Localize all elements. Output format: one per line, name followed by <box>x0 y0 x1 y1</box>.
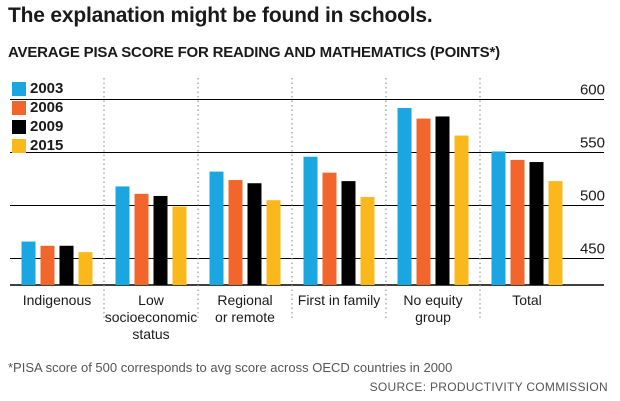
legend-item-2009: 2009 <box>12 117 63 136</box>
legend-label-2009: 2009 <box>30 118 64 135</box>
y-tick-550: 550 <box>580 135 605 152</box>
bar-2006-2 <box>228 180 243 285</box>
bar-2009-2 <box>247 183 262 285</box>
bar-layer <box>21 107 563 286</box>
legend-label-2015: 2015 <box>30 137 64 154</box>
legend-label-2006: 2006 <box>30 99 64 116</box>
bar-2003-3 <box>303 156 318 285</box>
bar-2006-4 <box>416 118 431 285</box>
bar-2006-1 <box>134 193 149 285</box>
legend-swatch-2006 <box>12 100 26 115</box>
bar-2003-0 <box>21 241 36 285</box>
bar-2015-4 <box>454 135 469 285</box>
bar-2015-3 <box>360 197 375 285</box>
bar-2003-5 <box>491 151 506 285</box>
headline: The explanation might be found in school… <box>8 4 433 27</box>
bar-2003-1 <box>115 186 130 285</box>
bar-2009-4 <box>435 116 450 286</box>
y-tick-450: 450 <box>580 241 605 258</box>
legend: 2003 2006 2009 2015 <box>12 79 63 155</box>
legend-item-2006: 2006 <box>12 98 63 117</box>
legend-swatch-2009 <box>12 119 26 134</box>
bar-2003-2 <box>209 171 224 285</box>
bar-2006-5 <box>510 159 525 285</box>
source-credit: SOURCE: PRODUCTIVITY COMMISSION <box>369 380 608 394</box>
footnote: *PISA score of 500 corresponds to avg sc… <box>8 360 453 375</box>
legend-item-2015: 2015 <box>12 136 63 155</box>
legend-swatch-2003 <box>12 81 26 96</box>
bar-2015-5 <box>548 181 563 285</box>
bar-2015-2 <box>266 200 281 285</box>
legend-swatch-2015 <box>12 138 26 153</box>
legend-label-2003: 2003 <box>30 80 64 97</box>
y-tick-600: 600 <box>580 82 605 99</box>
x-tick-4: No equity group <box>403 292 462 325</box>
x-tick-0: Indigenous <box>23 292 92 308</box>
x-tick-5: Total <box>512 292 542 308</box>
bar-2009-1 <box>153 195 168 285</box>
x-tick-1: Low socioeconomic status <box>105 292 198 342</box>
bar-2006-3 <box>322 172 337 285</box>
x-axis-labels: Indigenous Low socioeconomic status Regional… <box>23 292 542 342</box>
bar-2009-5 <box>529 162 544 285</box>
y-axis-ticks: 450 500 550 600 <box>580 82 605 258</box>
y-tick-500: 500 <box>580 188 605 205</box>
bar-2015-1 <box>172 206 187 285</box>
bar-2015-0 <box>78 252 93 285</box>
bar-2009-3 <box>341 181 356 285</box>
x-tick-2: Regional or remote <box>215 292 275 325</box>
bar-2009-0 <box>59 245 74 285</box>
x-tick-3: First in family <box>298 292 380 308</box>
bar-2006-0 <box>40 245 55 285</box>
chart-title: AVERAGE PISA SCORE FOR READING AND MATHE… <box>8 44 500 61</box>
bar-2003-4 <box>397 107 412 285</box>
legend-item-2003: 2003 <box>12 79 63 98</box>
